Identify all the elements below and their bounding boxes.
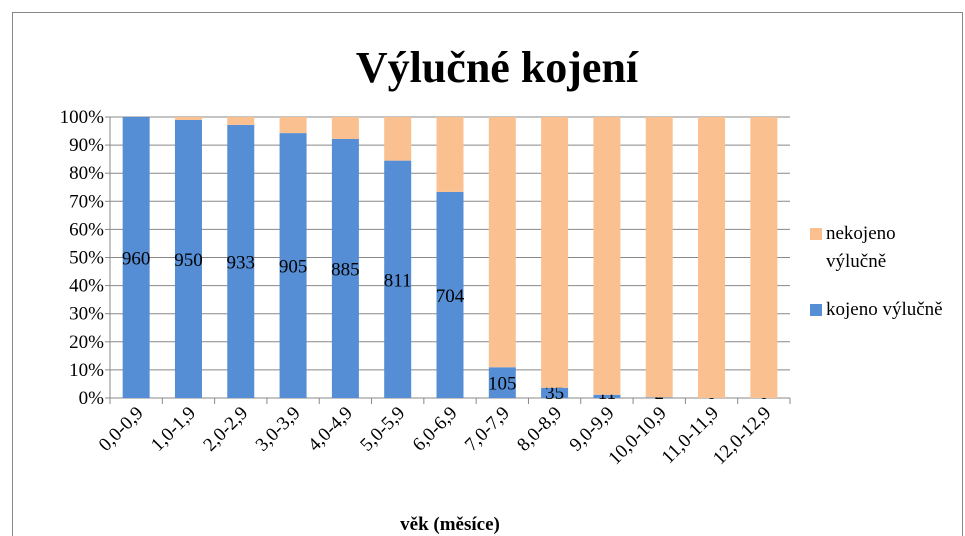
data-label: 35 — [545, 383, 564, 404]
legend-label: nekojeno výlučně — [826, 223, 896, 272]
bar-segment — [384, 160, 412, 398]
y-tick-label: 20% — [69, 332, 104, 353]
y-tick-label: 90% — [69, 135, 104, 156]
bar-segment — [593, 117, 621, 395]
data-label: 905 — [279, 257, 308, 278]
bar-segment — [279, 133, 307, 399]
data-label: 933 — [227, 252, 256, 273]
bar-segment — [436, 191, 464, 398]
legend-label: kojeno výlučně — [826, 299, 943, 320]
data-label: 950 — [174, 250, 203, 271]
bar-segment — [436, 117, 464, 192]
y-tick-label: 60% — [69, 219, 104, 240]
data-label: 960 — [122, 249, 151, 270]
data-label: 704 — [436, 286, 465, 307]
x-axis-title: věk (měsíce) — [400, 514, 500, 535]
y-tick-label: 80% — [69, 163, 104, 184]
y-tick-label: 100% — [60, 107, 105, 128]
bar-segment — [174, 117, 202, 120]
bar-segment — [541, 117, 569, 388]
bar-segment — [750, 117, 778, 398]
data-label: 105 — [488, 374, 517, 395]
bar-segment — [227, 124, 255, 398]
bar-segment — [645, 117, 673, 398]
bar-segment — [698, 117, 726, 398]
y-tick-label: 0% — [79, 388, 105, 409]
y-tick-label: 50% — [69, 248, 104, 269]
data-label: 811 — [384, 270, 412, 291]
y-tick-label: 10% — [69, 360, 104, 381]
bar-segment — [645, 397, 673, 398]
bar-segment — [174, 119, 202, 398]
bar-segment — [488, 117, 516, 368]
bar-segment — [593, 394, 621, 398]
y-tick-label: 70% — [69, 191, 104, 212]
chart-title: Výlučné kojení — [356, 43, 639, 92]
bar-segment — [331, 138, 359, 398]
y-tick-label: 40% — [69, 276, 104, 297]
bar-segment — [227, 117, 255, 125]
bar-segment — [541, 387, 569, 398]
bar-segment — [384, 117, 412, 161]
bar-segment — [279, 117, 307, 134]
data-label: 885 — [331, 259, 360, 280]
y-tick-label: 30% — [69, 304, 104, 325]
chart-frame — [12, 12, 963, 536]
legend-swatch — [810, 228, 822, 240]
bar-segment — [331, 117, 359, 139]
bar-segment — [122, 117, 150, 398]
bar-segment — [488, 367, 516, 398]
legend-swatch — [810, 304, 822, 316]
